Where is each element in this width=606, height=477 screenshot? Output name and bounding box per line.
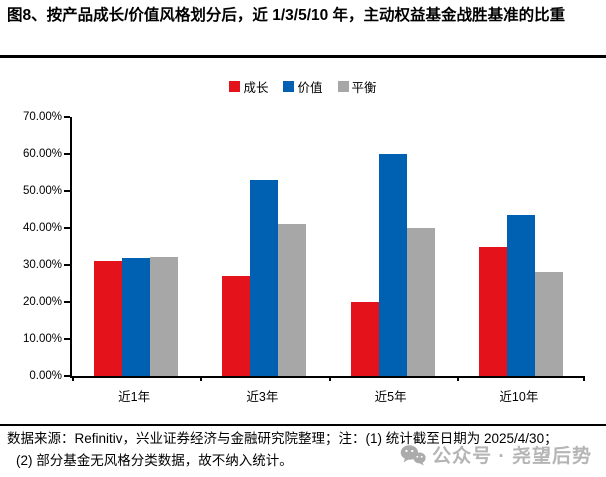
x-tick-mark xyxy=(72,376,74,381)
bar-series3-cat1 xyxy=(150,256,179,376)
y-tick-label: 60.00% xyxy=(22,148,62,160)
bar-series2-cat4 xyxy=(506,215,535,376)
chart-title: 图8、按产品成长/价值风格划分后，近 1/3/5/10 年，主动权益基金战胜基准… xyxy=(7,7,566,24)
bar-group-2 xyxy=(200,117,328,376)
plot-area xyxy=(64,116,585,381)
legend-swatch-icon xyxy=(283,81,295,92)
y-tick-mark xyxy=(64,301,70,303)
x-tick-label: 近5年 xyxy=(374,390,407,404)
legend-item-3: 平衡 xyxy=(337,77,377,96)
bar-series3-cat4 xyxy=(534,272,563,376)
chart-legend: 成长 价值 平衡 xyxy=(0,77,606,96)
legend-swatch-icon xyxy=(337,81,349,92)
title-divider xyxy=(0,55,606,58)
y-tick-mark xyxy=(64,264,70,266)
y-tick-mark xyxy=(64,116,70,118)
y-tick-mark xyxy=(64,375,70,377)
y-tick-label: 20.00% xyxy=(22,296,62,308)
legend-item-2: 价值 xyxy=(283,77,323,96)
y-tick-mark xyxy=(64,338,70,340)
y-tick-label: 50.00% xyxy=(22,185,62,197)
y-tick-mark xyxy=(64,153,70,155)
x-tick-mark xyxy=(583,376,585,381)
y-tick-mark xyxy=(64,190,70,192)
bar-group-4 xyxy=(457,117,585,376)
y-tick-label: 40.00% xyxy=(22,222,62,234)
legend-label: 成长 xyxy=(243,81,269,95)
y-axis-labels: 0.00% 10.00% 20.00% 30.00% 40.00% 50.00% 60.00… xyxy=(0,111,62,382)
x-axis-labels: 近1年 近3年 近5年 近10年 xyxy=(70,386,583,404)
bar-series3-cat2 xyxy=(278,224,307,376)
footer-source-note: 数据来源：Refinitiv，兴业证券经济与金融研究院整理；注：(1) 统计截至… xyxy=(7,431,558,446)
x-tick-mark xyxy=(328,376,331,381)
bar-series1-cat4 xyxy=(478,246,507,376)
y-tick-label: 0.00% xyxy=(29,370,62,382)
footer-note-2: (2) 部分基金无风格分类数据，故不纳入统计。 xyxy=(16,453,293,468)
x-tick-label: 近1年 xyxy=(118,390,151,404)
y-tick-label: 30.00% xyxy=(22,259,62,271)
bar-series2-cat3 xyxy=(378,154,407,376)
bar-group-1 xyxy=(72,117,200,376)
x-tick-label: 近10年 xyxy=(499,390,539,404)
legend-item-1: 成长 xyxy=(229,77,268,96)
bar-series1-cat1 xyxy=(94,261,123,376)
x-tick-mark xyxy=(456,376,459,381)
y-tick-label: 10.00% xyxy=(22,333,62,345)
bar-series2-cat2 xyxy=(250,179,279,376)
y-tick-mark xyxy=(64,227,70,229)
bar-series3-cat3 xyxy=(406,228,435,376)
y-tick-label: 70.00% xyxy=(22,111,62,123)
bar-series2-cat1 xyxy=(122,257,151,376)
x-tick-label: 近3年 xyxy=(246,390,279,404)
bar-series1-cat2 xyxy=(222,276,251,376)
legend-label: 价值 xyxy=(297,81,323,95)
legend-swatch-icon xyxy=(229,81,241,92)
bar-group-3 xyxy=(329,117,457,376)
legend-label: 平衡 xyxy=(351,81,377,95)
bar-series1-cat3 xyxy=(350,302,379,376)
footer-divider xyxy=(0,424,606,426)
x-tick-mark xyxy=(200,376,203,381)
